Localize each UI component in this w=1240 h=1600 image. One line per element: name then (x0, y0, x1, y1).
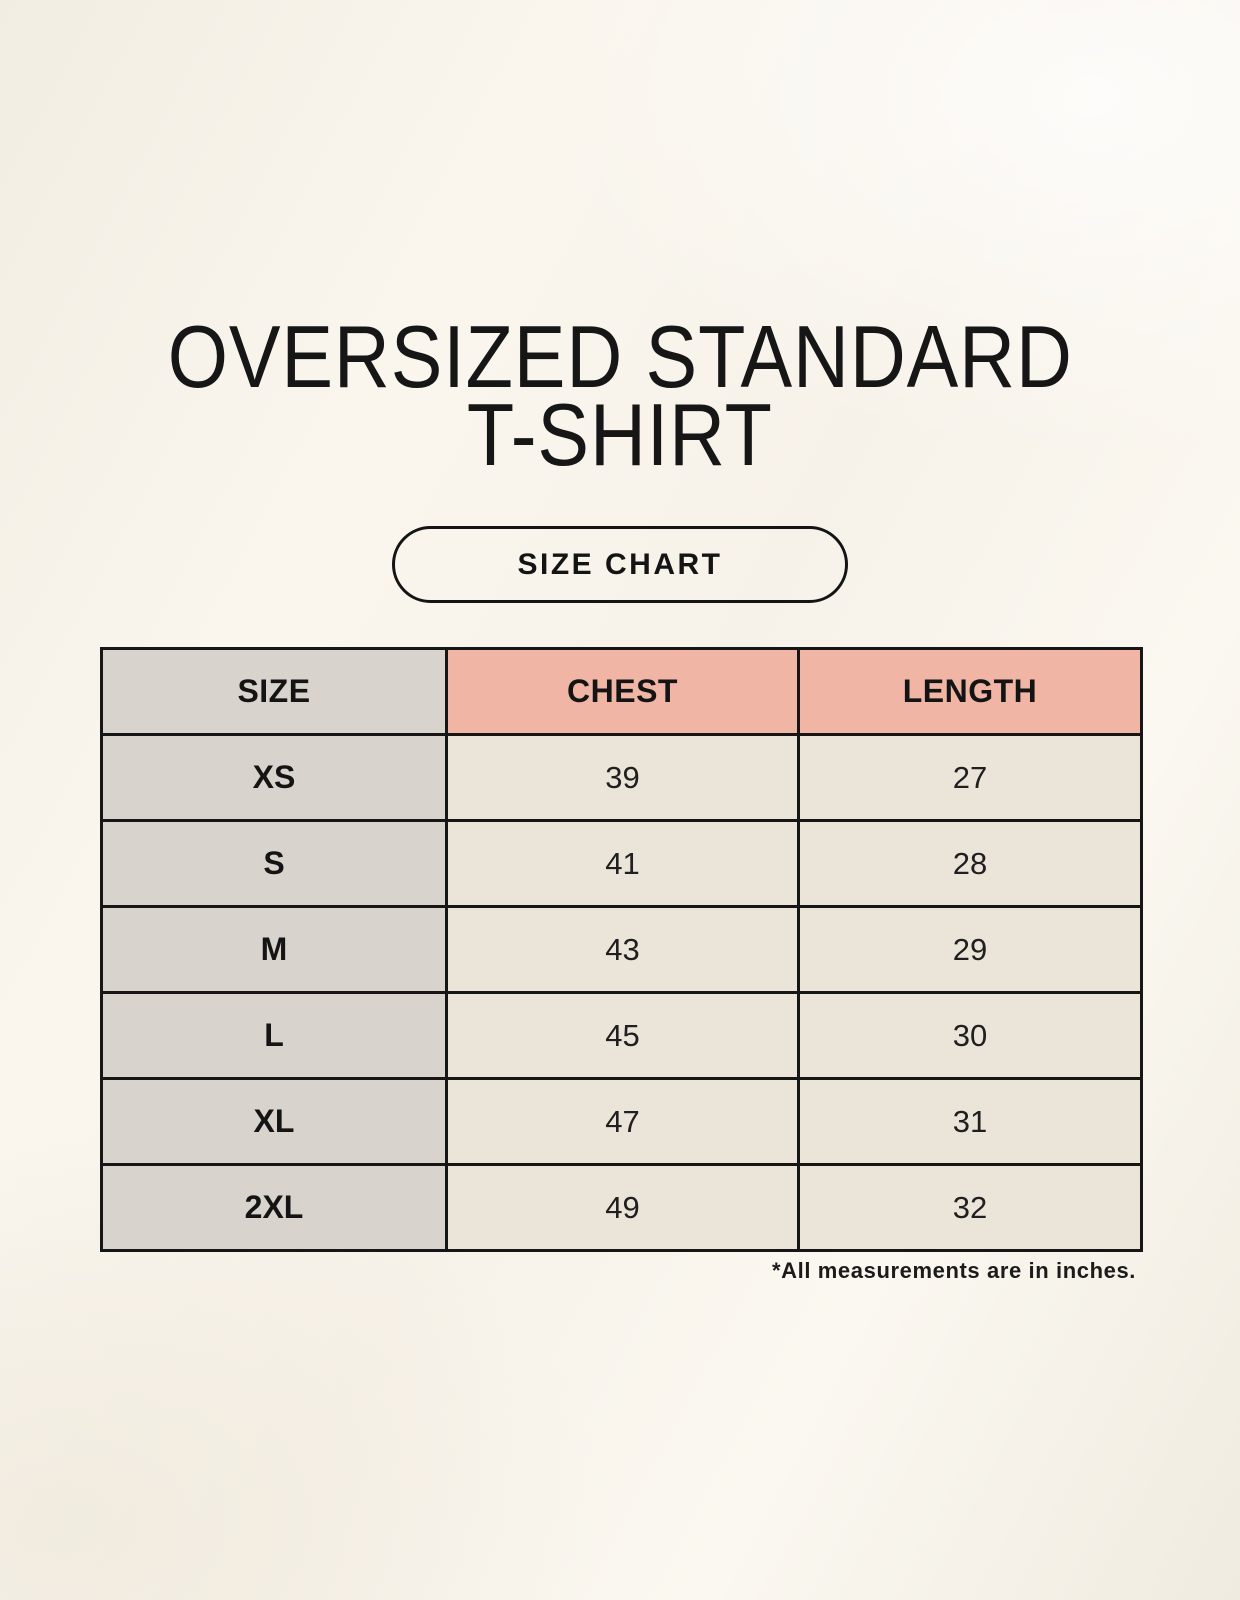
chest-value: 43 (445, 905, 800, 994)
chest-value: 39 (445, 733, 800, 822)
table-row-l: L 45 30 (100, 991, 1143, 1080)
length-value: 31 (797, 1077, 1143, 1166)
chest-value: 47 (445, 1077, 800, 1166)
length-value: 32 (797, 1163, 1143, 1252)
table-row-m: M 43 29 (100, 905, 1143, 994)
size-label: L (100, 991, 448, 1080)
length-value: 29 (797, 905, 1143, 994)
chest-value: 45 (445, 991, 800, 1080)
table-header-row: SIZE CHEST LENGTH (100, 647, 1143, 736)
column-header-length: LENGTH (797, 647, 1143, 736)
size-chart-button-label: SIZE CHART (517, 547, 723, 581)
column-header-size: SIZE (100, 647, 448, 736)
length-value: 30 (797, 991, 1143, 1080)
size-label: 2XL (100, 1163, 448, 1252)
page-title-line-2: T-SHIRT (467, 385, 773, 484)
page-title: OVERSIZED STANDARD T-SHIRT (0, 307, 1240, 484)
column-header-chest: CHEST (445, 647, 800, 736)
chest-value: 49 (445, 1163, 800, 1252)
table-row-xs: XS 39 27 (100, 733, 1143, 822)
size-chart-button[interactable]: SIZE CHART (392, 526, 848, 603)
page-title-line-1: OVERSIZED STANDARD (167, 307, 1073, 406)
table-row-2xl: 2XL 49 32 (100, 1163, 1143, 1252)
chest-value: 41 (445, 819, 800, 908)
size-label: XL (100, 1077, 448, 1166)
length-value: 27 (797, 733, 1143, 822)
measurements-footnote: *All measurements are in inches. (771, 1258, 1136, 1283)
size-label: M (100, 905, 448, 994)
length-value: 28 (797, 819, 1143, 908)
size-chart-table: SIZE CHEST LENGTH XS 39 27 S 41 28 M 43 … (100, 647, 1143, 1252)
size-label: XS (100, 733, 448, 822)
table-row-s: S 41 28 (100, 819, 1143, 908)
table-row-xl: XL 47 31 (100, 1077, 1143, 1166)
size-label: S (100, 819, 448, 908)
